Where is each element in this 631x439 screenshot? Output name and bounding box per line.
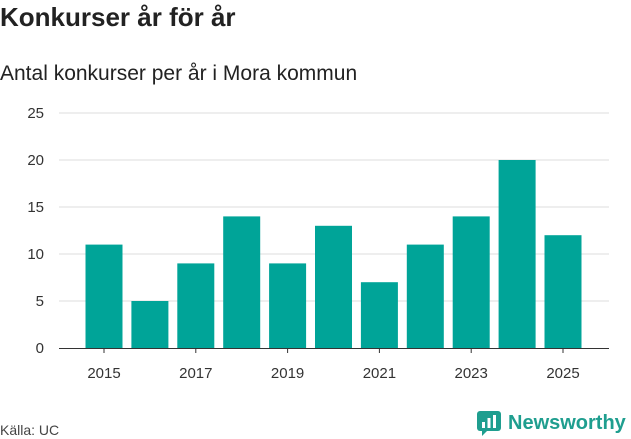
bar-2025 — [544, 235, 582, 348]
y-tick-label: 20 — [27, 152, 44, 169]
y-tick-label: 5 — [36, 293, 44, 310]
y-tick-label: 15 — [27, 199, 44, 216]
bar-2017 — [177, 263, 215, 348]
newsworthy-logo-text: Newsworthy — [508, 411, 626, 434]
y-tick-label: 25 — [27, 105, 44, 122]
bar-2018 — [223, 216, 261, 348]
source-label: Källa: UC — [0, 422, 60, 438]
x-tick-label: 2015 — [87, 365, 120, 382]
bar-2022 — [406, 244, 444, 348]
newsworthy-logo: Newsworthy — [476, 410, 626, 436]
chart-subtitle: Antal konkurser per år i Mora kommun — [0, 62, 358, 85]
bar-2019 — [269, 263, 307, 348]
x-tick-label: 2023 — [455, 365, 488, 382]
chart-title: Konkurser år för år — [0, 2, 236, 32]
x-tick-label: 2021 — [363, 365, 396, 382]
x-tick-label: 2019 — [271, 365, 304, 382]
x-tick-label: 2025 — [546, 365, 579, 382]
newsworthy-logo-icon — [477, 411, 501, 436]
bar-2015 — [85, 244, 123, 348]
y-tick-label: 10 — [27, 246, 44, 263]
y-tick-label: 0 — [36, 340, 44, 357]
bar-2023 — [452, 216, 490, 348]
bar-2021 — [360, 282, 398, 348]
bar-2024 — [498, 160, 536, 348]
bar-2016 — [131, 301, 169, 348]
bar-2020 — [315, 225, 352, 348]
x-tick-label: 2017 — [179, 365, 212, 382]
